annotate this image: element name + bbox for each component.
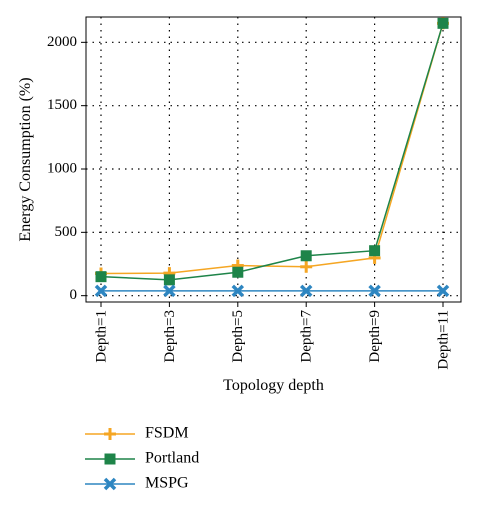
x-tick-label: Depth=3	[162, 310, 178, 363]
data-point-mspg	[163, 284, 176, 298]
legend-marker-fsdm	[104, 428, 116, 440]
x-axis-title: Topology depth	[223, 377, 324, 394]
series-layer	[94, 17, 450, 298]
legend-marker-mspg	[103, 477, 117, 491]
series-line-portland	[100, 23, 444, 281]
y-axis-title: Energy Consumption (%)	[17, 77, 34, 241]
data-point-portland	[163, 274, 175, 286]
data-point-mspg	[436, 284, 450, 298]
series-line-fsdm	[100, 23, 444, 275]
legend-item-fsdm: FSDM	[85, 425, 189, 442]
data-point-mspg	[299, 284, 313, 298]
legend: FSDM Portland MSPG	[85, 425, 199, 492]
data-point-mspg	[94, 284, 108, 298]
data-point-portland	[437, 17, 449, 29]
y-tick-label: 1000	[47, 160, 77, 176]
x-stroke-b	[94, 284, 108, 298]
data-point-portland	[232, 266, 244, 278]
y-tick-label: 500	[55, 224, 78, 240]
x-stroke-b	[368, 284, 381, 298]
y-tick-label: 2000	[47, 34, 77, 50]
x-stroke-b	[103, 477, 117, 491]
data-point-portland	[300, 250, 312, 262]
legend-marker-portland	[104, 453, 116, 465]
series-fsdm	[95, 17, 449, 280]
x-tick-label: Depth=11	[435, 310, 451, 370]
data-point-mspg	[368, 284, 381, 298]
legend-item-portland: Portland	[85, 450, 199, 467]
series-mspg	[94, 284, 450, 298]
data-point-mspg	[231, 284, 245, 298]
legend-label-fsdm: FSDM	[145, 425, 189, 442]
grid-layer	[86, 17, 461, 302]
legend-label-mspg: MSPG	[145, 475, 189, 492]
x-tick-label: Depth=7	[299, 310, 315, 363]
x-tick-label: Depth=9	[367, 310, 383, 363]
x-stroke-b	[299, 284, 313, 298]
x-stroke-b	[436, 284, 450, 298]
plot-area-frame	[85, 16, 462, 303]
data-point-fsdm	[300, 260, 313, 273]
y-tick-label: 1500	[47, 97, 77, 113]
data-point-portland	[369, 245, 381, 257]
x-stroke-b	[163, 284, 176, 298]
series-portland	[95, 17, 449, 286]
y-tick-label: 0	[70, 287, 78, 303]
x-tick-label: Depth=5	[230, 310, 246, 363]
ticks-layer: Depth=1 Depth=3 Depth=5 Depth=7 Depth=9 Depth…	[47, 34, 451, 370]
legend-label-portland: Portland	[145, 450, 199, 467]
x-tick-label: Depth=1	[93, 310, 109, 363]
legend-item-mspg: MSPG	[85, 475, 189, 492]
data-point-portland	[95, 271, 107, 283]
x-stroke-b	[231, 284, 245, 298]
